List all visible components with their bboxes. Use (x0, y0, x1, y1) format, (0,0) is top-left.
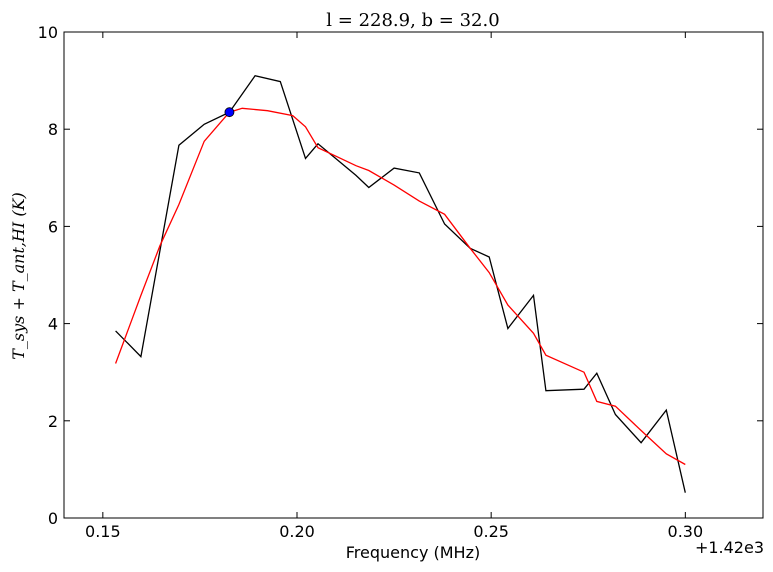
x-tick-label: 0.15 (85, 522, 121, 541)
x-tick-label: 0.30 (668, 522, 704, 541)
series-line-2 (114, 107, 686, 466)
x-axis-ticks: 0.15 0.20 0.25 0.30 (85, 32, 703, 541)
x-tick-label: 0.20 (279, 522, 315, 541)
y-tick-label: 0 (48, 509, 58, 528)
y-tick-label: 2 (48, 412, 58, 431)
plot-frame (63, 31, 764, 519)
plot-area (114, 74, 686, 493)
chart-title: l = 228.9, b = 32.0 (326, 10, 499, 31)
y-tick-label: 6 (48, 217, 58, 236)
series-line-1 (115, 74, 686, 493)
y-tick-label: 10 (38, 23, 58, 42)
x-axis-label: Frequency (MHz) (346, 543, 480, 562)
y-axis-label: T_sys + T_ant,HI (K) (9, 192, 28, 360)
y-tick-label: 4 (48, 315, 58, 334)
x-offset-label: +1.42e3 (695, 538, 764, 557)
highlight-point (224, 107, 235, 118)
y-tick-label: 8 (48, 120, 58, 139)
y-axis-ticks: 0 2 4 6 8 10 (38, 23, 763, 528)
x-tick-label: 0.25 (473, 522, 509, 541)
